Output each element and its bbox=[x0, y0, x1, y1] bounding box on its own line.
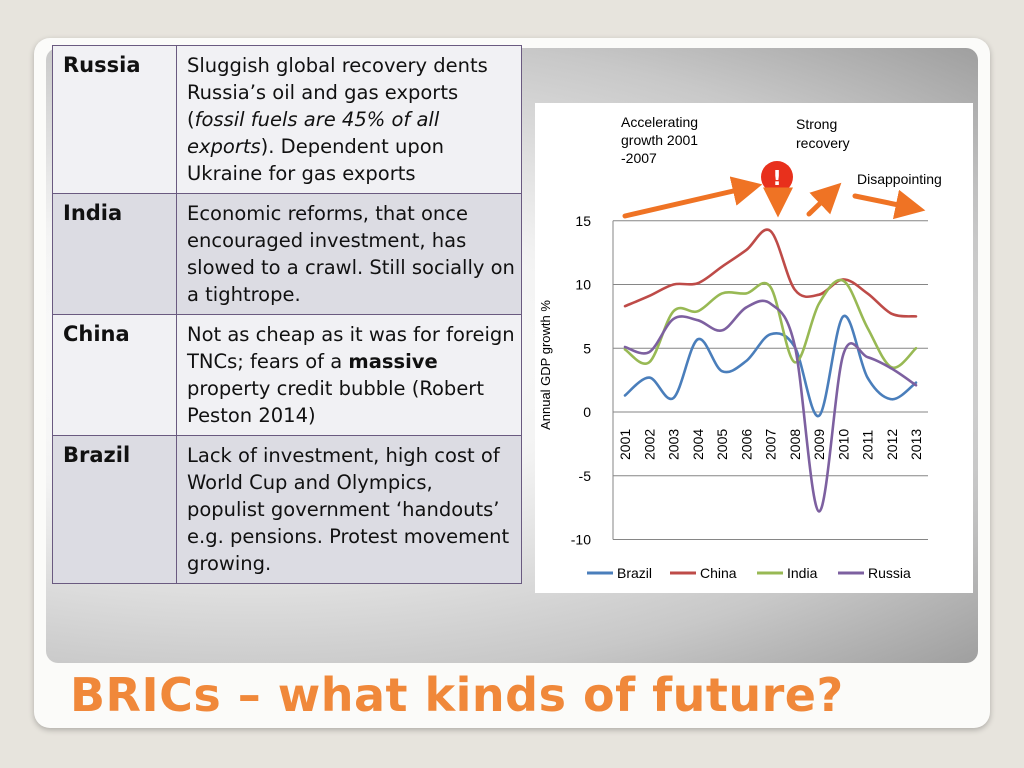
x-tick-label: 2004 bbox=[690, 429, 706, 460]
y-tick-label: 10 bbox=[575, 277, 591, 293]
annotation-accelerating-line1: Accelerating bbox=[621, 114, 698, 130]
series-lines bbox=[623, 228, 918, 513]
desc-text: ). Dependent upon Ukraine for gas export… bbox=[187, 135, 445, 185]
bold-text: massive bbox=[348, 350, 438, 373]
annotation-accelerating: Accelerating growth 2001 -2007 bbox=[621, 114, 698, 166]
x-tick-label: 2006 bbox=[738, 429, 754, 460]
series-india-line bbox=[623, 278, 918, 369]
slide-title: BRICs – what kinds of future? bbox=[70, 668, 844, 722]
y-tick-label: 15 bbox=[575, 213, 591, 229]
desc-text: Not as cheap as it was for foreign TNCs;… bbox=[187, 323, 515, 373]
country-china: China bbox=[52, 314, 177, 436]
alert-icon: ! bbox=[761, 161, 793, 193]
series-russia-line bbox=[623, 299, 918, 513]
annotation-accelerating-line3: -2007 bbox=[621, 150, 657, 166]
arrow-accelerating bbox=[622, 176, 763, 219]
legend-label-brazil: Brazil bbox=[617, 565, 652, 581]
desc-brazil: Lack of investment, high cost of World C… bbox=[176, 435, 522, 584]
y-axis-ticks: 15 10 5 0 -5 -10 bbox=[571, 213, 591, 548]
x-axis-ticks: 2001 2002 2003 2004 2005 2006 2007 2008 2009 2010… bbox=[617, 429, 924, 460]
annotation-strong-line2: recovery bbox=[796, 135, 850, 151]
table-row-brazil: Brazil Lack of investment, high cost of … bbox=[52, 435, 522, 584]
desc-india: Economic reforms, that once encouraged i… bbox=[176, 193, 522, 315]
y-tick-label: 0 bbox=[583, 404, 591, 420]
legend-label-china: China bbox=[700, 565, 737, 581]
annotation-disappointing: Disappointing bbox=[857, 171, 942, 187]
x-tick-label: 2008 bbox=[787, 429, 803, 460]
legend-label-russia: Russia bbox=[868, 565, 911, 581]
emphasis-text: fossil fuels are 45% of all exports bbox=[187, 108, 440, 158]
annotation-accelerating-line2: growth 2001 bbox=[621, 132, 698, 148]
x-tick-label: 2010 bbox=[835, 429, 851, 460]
annotation-strong: Strong recovery bbox=[796, 116, 850, 151]
x-tick-label: 2001 bbox=[617, 429, 633, 460]
desc-text: Sluggish global recovery dents Russia’s … bbox=[187, 54, 488, 131]
arrow-strong bbox=[806, 182, 842, 217]
table-row-russia: Russia Sluggish global recovery dents Ru… bbox=[52, 45, 522, 194]
x-tick-label: 2002 bbox=[641, 429, 657, 460]
desc-text: Economic reforms, that once encouraged i… bbox=[187, 202, 515, 306]
series-china-line bbox=[623, 228, 918, 318]
x-tick-label: 2011 bbox=[860, 430, 876, 460]
gdp-chart: 15 10 5 0 -5 -10 2001 2002 2003 2004 2005 2006 2007… bbox=[535, 103, 973, 593]
country-russia: Russia bbox=[52, 45, 177, 194]
table-row-india: India Economic reforms, that once encour… bbox=[52, 193, 522, 315]
x-tick-label: 2009 bbox=[811, 429, 827, 460]
desc-text: property credit bubble (Robert Peston 20… bbox=[187, 377, 484, 427]
table-row-china: China Not as cheap as it was for foreign… bbox=[52, 314, 522, 436]
x-tick-label: 2003 bbox=[666, 429, 682, 460]
x-tick-label: 2012 bbox=[884, 429, 900, 460]
desc-china: Not as cheap as it was for foreign TNCs;… bbox=[176, 314, 522, 436]
desc-russia: Sluggish global recovery dents Russia’s … bbox=[176, 45, 522, 194]
gdp-chart-svg: 15 10 5 0 -5 -10 2001 2002 2003 2004 2005 2006 2007… bbox=[538, 114, 942, 581]
country-india: India bbox=[52, 193, 177, 315]
country-brazil: Brazil bbox=[52, 435, 177, 584]
chart-legend: Brazil China India Russia bbox=[587, 565, 911, 581]
desc-text: Lack of investment, high cost of World C… bbox=[187, 444, 510, 575]
x-tick-label: 2013 bbox=[908, 429, 924, 460]
y-tick-label: -5 bbox=[579, 468, 592, 484]
alert-mark: ! bbox=[772, 166, 781, 190]
grid-lines bbox=[612, 220, 928, 540]
series-brazil-line bbox=[623, 315, 918, 418]
arrow-disappointing bbox=[852, 189, 926, 220]
y-tick-label: 5 bbox=[583, 340, 591, 356]
brics-table: Russia Sluggish global recovery dents Ru… bbox=[52, 45, 522, 584]
x-tick-label: 2005 bbox=[714, 429, 730, 460]
x-tick-label: 2007 bbox=[763, 429, 779, 460]
legend-label-india: India bbox=[787, 565, 818, 581]
y-tick-label: -10 bbox=[571, 532, 591, 548]
annotation-strong-line1: Strong bbox=[796, 116, 837, 132]
y-axis-label: Annual GDP growth % bbox=[538, 300, 553, 430]
